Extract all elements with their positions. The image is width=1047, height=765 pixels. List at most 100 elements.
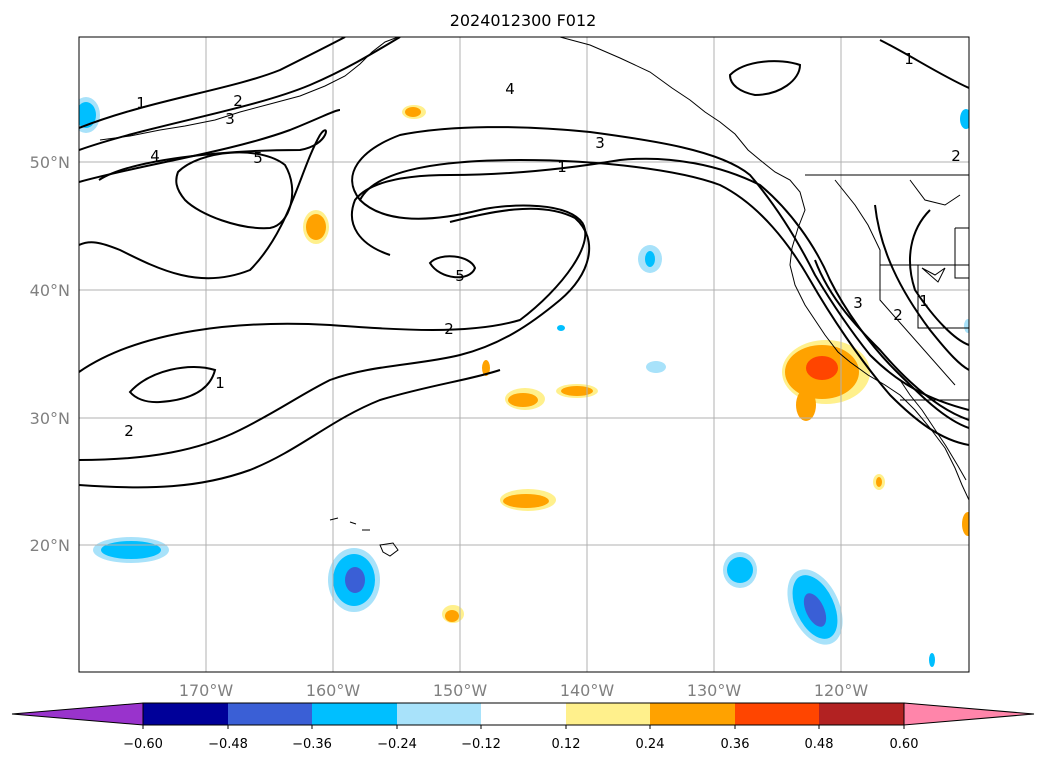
lat-label: 40°N (30, 281, 70, 300)
lat-label: 20°N (30, 536, 70, 555)
anomaly-patch (482, 360, 490, 376)
contour-label: 2 (444, 320, 454, 338)
hawaii-island (379, 542, 399, 557)
inland-lake (909, 179, 961, 206)
colorbar-segment (819, 703, 904, 725)
colorbar-segment (650, 703, 735, 725)
anomaly-patch (876, 477, 882, 487)
contour-label: 5 (455, 267, 465, 285)
colorbar-extend-max (903, 702, 1035, 726)
contour-line (814, 259, 969, 421)
lat-label: 30°N (30, 409, 70, 428)
colorbar: −0.60 −0.48 −0.36 −0.24 −0.12 0.12 0.24 … (11, 702, 1035, 752)
longitude-labels: 170°W 160°W 150°W 140°W 130°W 120°W (179, 681, 869, 700)
coastlines (99, 37, 969, 557)
colorbar-segment (397, 703, 481, 725)
contour-label: 1 (557, 158, 567, 176)
contour-line (874, 204, 969, 371)
anomaly-patch (101, 541, 161, 559)
anomaly-patch (929, 653, 935, 667)
anomaly-patch (345, 567, 365, 593)
contour-line (909, 209, 969, 346)
anomaly-patch (508, 393, 538, 407)
contour-label: 2 (233, 92, 243, 110)
lon-label: 150°W (433, 681, 488, 700)
contour-line (879, 39, 969, 89)
colorbar-segment (143, 703, 228, 725)
contour-label: 2 (893, 306, 903, 324)
lon-label: 170°W (179, 681, 234, 700)
colorbar-label: 0.48 (805, 737, 834, 752)
anomaly-patch (962, 512, 969, 536)
colorbar-segment (312, 703, 397, 725)
latitude-labels: 50°N 40°N 30°N 20°N (30, 153, 70, 555)
colorbar-label: 0.12 (552, 737, 581, 752)
anomaly-patch (79, 102, 96, 128)
contour-line (428, 255, 477, 279)
colorbar-label: −0.12 (461, 737, 501, 752)
colorbar-segment (566, 703, 650, 725)
contour-line (79, 37, 401, 151)
anomaly-patch (796, 389, 816, 421)
lon-label: 120°W (814, 681, 869, 700)
colorbar-label: 0.36 (721, 737, 750, 752)
baja-coast (899, 379, 967, 481)
anomaly-patch (645, 251, 655, 267)
contour-label: 1 (215, 374, 225, 392)
contour-labels: 1 2 3 4 5 5 4 3 1 2 1 2 3 2 1 2 1 (124, 50, 961, 440)
colorbar-segment (735, 703, 819, 725)
colorbar-label: 0.60 (890, 737, 919, 752)
anomaly-patch (561, 386, 593, 396)
contours (79, 37, 969, 489)
contour-label: 3 (225, 110, 235, 128)
contour-label: 1 (904, 50, 914, 68)
contour-label: 3 (853, 294, 863, 312)
map-frame (78, 36, 970, 673)
state-border (834, 179, 969, 266)
contour-line (175, 151, 294, 230)
colorbar-label: −0.48 (208, 737, 248, 752)
contour-line (359, 158, 969, 446)
colorbar-label: −0.36 (292, 737, 332, 752)
lon-label: 130°W (687, 681, 742, 700)
contour-label: 1 (919, 292, 929, 310)
map-title: 2024012300 F012 (450, 11, 597, 30)
anomaly-patch (960, 109, 969, 129)
contour-line (79, 37, 346, 129)
contour-label: 2 (124, 422, 134, 440)
lon-label: 140°W (560, 681, 615, 700)
great-salt-lake (921, 267, 946, 283)
anomaly-patch (445, 610, 459, 622)
anomaly-patch (503, 494, 549, 508)
anomaly-patch (306, 214, 326, 240)
colorbar-segment (481, 703, 566, 725)
contour-line (79, 369, 501, 489)
contour-label: 1 (136, 94, 146, 112)
contour-label: 2 (951, 147, 961, 165)
colorbar-extend-min (11, 702, 144, 726)
colorbar-label: −0.60 (123, 737, 163, 752)
contour-line (79, 126, 969, 411)
colorbar-label: −0.24 (377, 737, 417, 752)
colorbar-frame (142, 702, 905, 726)
contour-label: 4 (150, 147, 160, 165)
map-panel: 1 2 3 4 5 5 4 3 1 2 1 2 3 2 1 2 1 50° (30, 36, 970, 700)
contour-label: 4 (505, 80, 515, 98)
anomaly-patch (405, 107, 421, 117)
hawaii-islands-small (329, 517, 370, 531)
state-border (879, 265, 956, 386)
colorbar-ticks (142, 725, 905, 729)
contour-line (728, 60, 802, 97)
contour-line (79, 109, 341, 183)
lon-label: 160°W (306, 681, 361, 700)
north-america-coast (559, 37, 969, 501)
anomaly-patch (803, 593, 827, 627)
colorbar-label: 0.24 (636, 737, 665, 752)
state-border (954, 227, 969, 279)
state-border (917, 265, 969, 329)
anomaly-patch (964, 319, 969, 333)
contour-line (79, 207, 591, 461)
contour-label: 3 (595, 134, 605, 152)
anomaly-patch (727, 557, 753, 583)
